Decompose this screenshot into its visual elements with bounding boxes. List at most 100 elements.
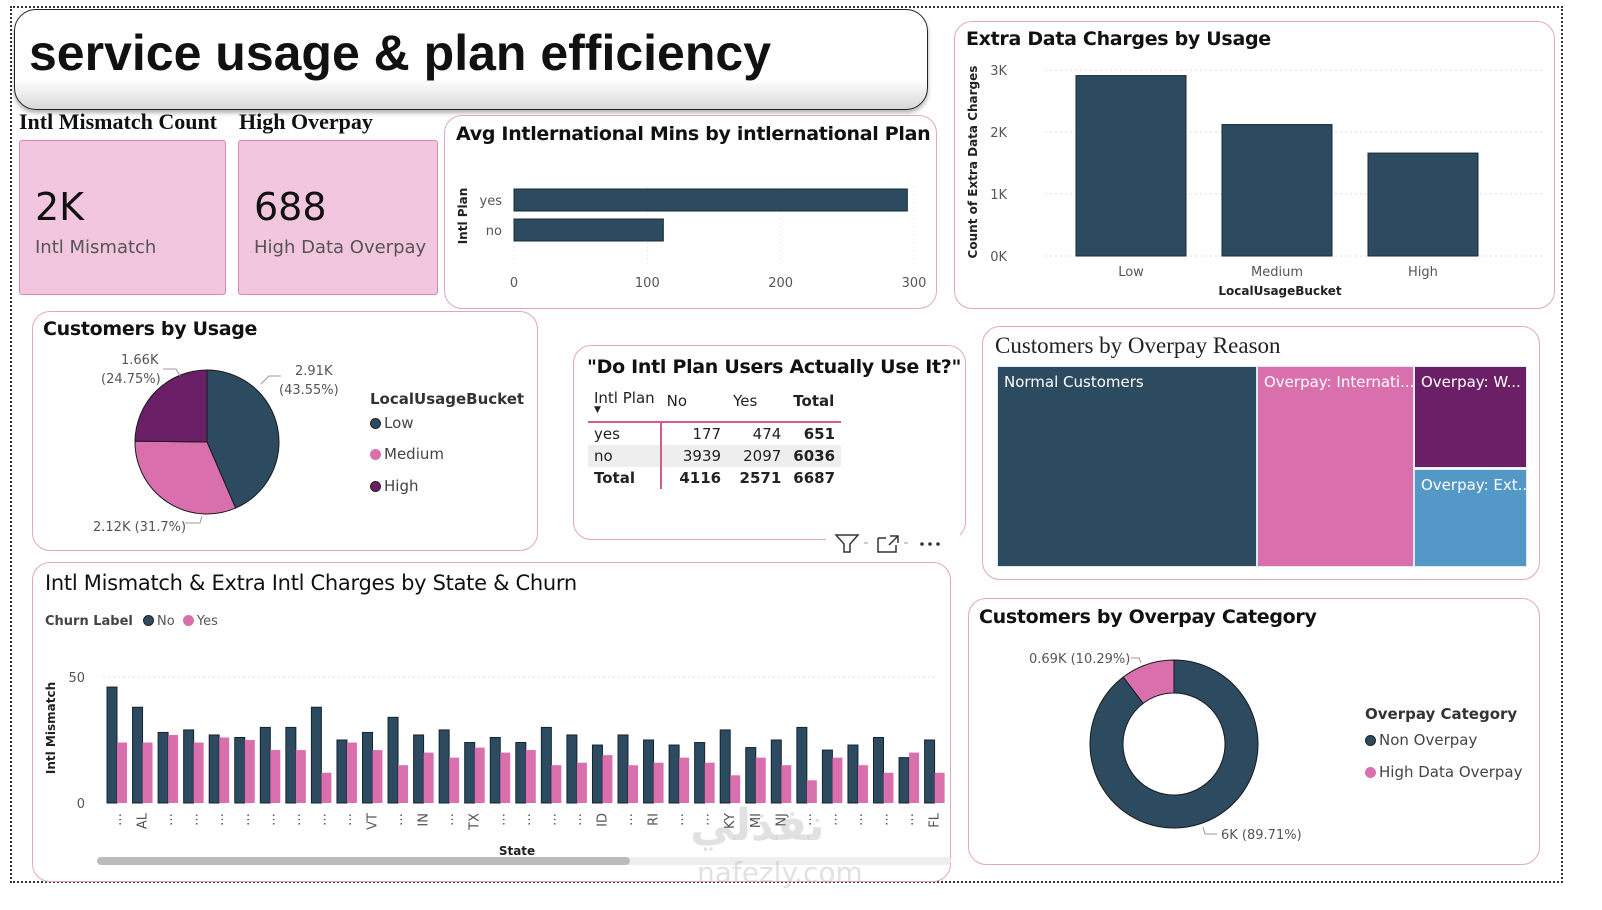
matrix-card[interactable]: "Do Intl Plan Users Actually Use It?"	[573, 345, 966, 540]
usage-pie-card[interactable]: Customers by Usage 2.91K (43.55%) 2.12K (3…	[32, 311, 538, 551]
page-title: service usage & plan efficiency	[29, 25, 772, 81]
bar-yes	[372, 750, 383, 803]
column-header-intl-plan[interactable]: Intl Plan ▼	[588, 386, 661, 423]
x-tick-label: …	[493, 813, 508, 826]
bar-yes	[398, 765, 409, 803]
bar-yes	[628, 765, 638, 803]
bar-no	[362, 731, 373, 804]
bar-yes	[525, 750, 536, 803]
kpi-header-intl-mismatch: Intl Mismatch Count	[19, 109, 218, 134]
x-tick-label: …	[314, 813, 329, 826]
x-tick-label: …	[902, 813, 917, 826]
legend-label: No	[157, 614, 175, 629]
legend-label: Low	[384, 414, 414, 432]
bar-no	[336, 739, 348, 804]
overpay-donut-chart: 0.69K (10.29%) 6K (89.71%)	[1029, 652, 1302, 843]
legend-title: Churn Label	[45, 614, 133, 629]
treemap-tile[interactable]: Overpay: Internati...	[1257, 366, 1414, 567]
legend-item-low[interactable]: Low	[370, 414, 414, 432]
x-tick-label: MI	[749, 813, 764, 828]
chart-title: Customers by Usage	[43, 318, 258, 340]
state-chart-legend: Churn Label No Yes	[45, 614, 218, 629]
bar-yes	[346, 742, 357, 803]
legend-dot-icon	[1365, 735, 1376, 746]
treemap-tile-label: Overpay: Ext...	[1421, 476, 1527, 494]
y-tick-label: 1K	[990, 188, 1007, 203]
x-tick-label: …	[187, 813, 202, 826]
x-tick-label: …	[800, 813, 815, 826]
extra-data-card[interactable]: Extra Data Charges by Usage 0K 1K 2K 3K Low M…	[954, 21, 1555, 309]
legend-item-non-overpay[interactable]: Non Overpay	[1365, 731, 1477, 749]
bar-medium	[1221, 124, 1333, 257]
overpay-donut-card[interactable]: Customers by Overpay Category 0.69K (10.…	[968, 598, 1540, 865]
kpi-value: 688	[254, 185, 327, 229]
y-tick-label: no	[486, 224, 502, 239]
x-tick-label: High	[1408, 265, 1438, 280]
bar-no	[540, 726, 552, 804]
legend-item-high-data-overpay[interactable]: High Data Overpay	[1365, 763, 1523, 781]
x-tick-label: ID	[595, 813, 610, 827]
bar-no	[464, 742, 476, 804]
intl-plan-matrix: Intl Plan ▼ No Yes Total yes 177 474 651 …	[588, 386, 842, 489]
column-header-no[interactable]: No	[660, 386, 728, 423]
bar-no	[821, 749, 833, 804]
bar-no	[719, 729, 731, 804]
column-header-total[interactable]: Total	[787, 386, 842, 423]
cell-total: 4116	[679, 469, 722, 487]
bar-yes	[857, 765, 868, 803]
bar-no	[515, 742, 527, 804]
treemap-tile[interactable]: Overpay: W...	[1414, 366, 1527, 468]
kpi-value: 2K	[35, 185, 85, 229]
chart-title: Avg Intlernational Mins by intlernationa…	[456, 123, 931, 145]
bar-no	[183, 729, 195, 804]
extra-data-chart: 0K 1K 2K 3K Low Medium High LocalUsageBucket Cou…	[966, 64, 1545, 298]
bar-yes	[270, 750, 281, 803]
bar-no	[566, 734, 578, 804]
kpi-card-high-overpay[interactable]: 688 High Data Overpay	[238, 140, 438, 295]
bar-yes	[500, 752, 511, 803]
x-tick-label: …	[570, 813, 585, 826]
cell: 177	[692, 425, 722, 443]
cell-total: 2571	[739, 469, 782, 487]
visual-header-toolbar	[826, 530, 960, 556]
legend-item-yes[interactable]: Yes	[179, 614, 218, 629]
horizontal-scrollbar-thumb[interactable]	[97, 857, 630, 865]
bar-yes	[321, 772, 332, 803]
leader-line	[1131, 657, 1142, 664]
column-header-yes[interactable]: Yes	[727, 386, 788, 423]
intl-mins-card[interactable]: Avg Intlernational Mins by intlernationa…	[444, 115, 937, 309]
x-tick-label: …	[161, 813, 176, 826]
legend-item-no[interactable]: No	[137, 614, 175, 629]
leader-line	[1202, 826, 1217, 835]
focus-mode-icon[interactable]	[877, 535, 899, 553]
bar-no	[489, 736, 501, 804]
data-label: 2.12K (31.7%)	[93, 520, 186, 535]
kpi-card-intl-mismatch[interactable]: 2K Intl Mismatch	[19, 140, 226, 295]
title-card: service usage & plan efficiency	[14, 9, 928, 110]
treemap-tile[interactable]: Overpay: Ext...	[1414, 469, 1527, 567]
bar-no	[208, 734, 220, 804]
bar-yes	[449, 757, 460, 803]
bar-yes	[909, 752, 920, 803]
state-churn-chart: 50 0 Intl Mismatch … AL … … … … … … … … VT … IN … TX … … … … I…	[44, 671, 951, 865]
bar-yes	[781, 765, 792, 803]
more-options-icon[interactable]	[920, 542, 940, 546]
legend-title: Overpay Category	[1365, 705, 1518, 723]
legend-item-high[interactable]: High	[370, 477, 418, 495]
bar-yes	[423, 752, 434, 803]
legend-item-medium[interactable]: Medium	[370, 445, 444, 463]
filter-icon[interactable]	[834, 534, 860, 553]
x-tick-label: RI	[647, 813, 662, 826]
data-label: 1.66K	[121, 353, 159, 368]
bar-yes	[704, 762, 715, 803]
leader-line	[260, 375, 281, 385]
state-churn-card[interactable]: Intl Mismatch & Extra Intl Charges by St…	[32, 562, 951, 882]
treemap-tile[interactable]: Normal Customers	[997, 366, 1257, 567]
page-border	[10, 6, 1563, 883]
bar-yes	[602, 755, 613, 803]
bar-no	[898, 757, 910, 804]
x-axis-title: State	[499, 844, 535, 858]
bar-no	[285, 726, 297, 804]
bar-no	[873, 736, 884, 804]
visual-header-icons	[834, 534, 940, 553]
